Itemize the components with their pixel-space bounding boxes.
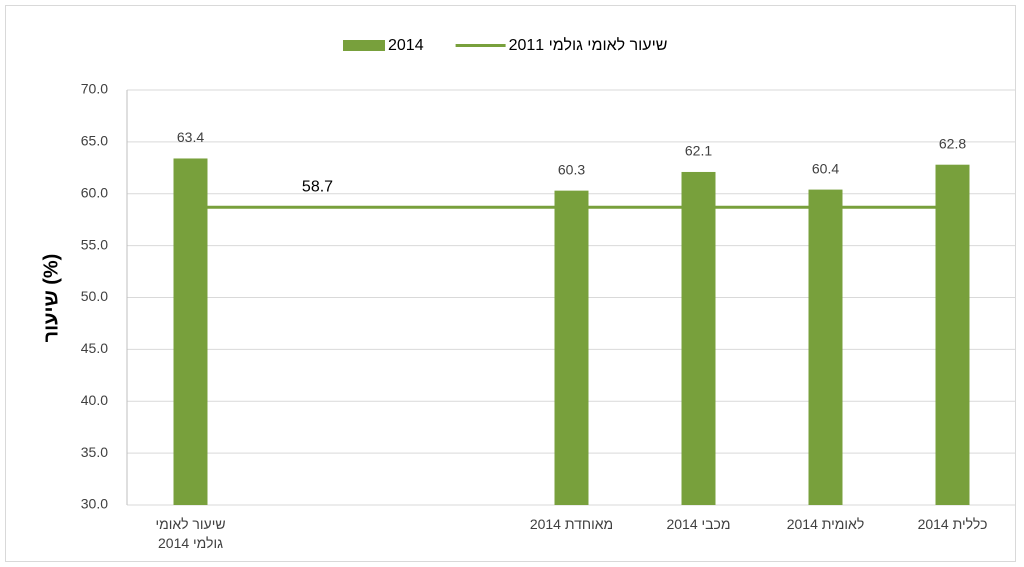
data-label: 60.3 xyxy=(558,161,585,177)
data-label: 58.7 xyxy=(302,178,333,195)
x-tick-label-box: מכבי 2014 xyxy=(666,516,731,532)
legend-label: שיעור לאומי גולמי 2011 xyxy=(509,36,668,54)
x-tick-label: לאומית 2014 xyxy=(786,516,865,532)
x-tick-label-box: שיעור לאומי גולמי 2014 xyxy=(155,516,226,551)
bar xyxy=(681,171,716,505)
y-tick-label: 70.0 xyxy=(81,81,108,97)
y-tick-label: 35.0 xyxy=(81,444,108,460)
y-tick-label: 55.0 xyxy=(81,236,108,252)
x-tick-label-box: מאוחדת 2014 xyxy=(529,516,614,532)
chart-frame xyxy=(5,5,1016,562)
x-tick-label: כללית 2014 xyxy=(917,516,988,532)
y-tick-label: 40.0 xyxy=(81,392,108,408)
y-axis-label: שיעור (%) xyxy=(40,254,62,343)
y-tick-label: 60.0 xyxy=(81,184,108,200)
bar xyxy=(554,190,589,505)
y-tick-label: 30.0 xyxy=(81,496,108,512)
legend-swatch xyxy=(343,40,385,51)
bar xyxy=(808,189,843,505)
y-tick-label: 65.0 xyxy=(81,133,108,149)
data-label: 60.4 xyxy=(812,160,839,176)
data-label: 63.4 xyxy=(177,129,204,145)
data-label: 62.8 xyxy=(939,135,966,151)
x-tick-label-box: כללית 2014 xyxy=(917,516,988,532)
bar xyxy=(173,158,208,505)
x-tick-label: מכבי 2014 xyxy=(666,516,731,532)
x-tick-label: שיעור לאומי גולמי 2014 xyxy=(155,516,226,551)
bar xyxy=(935,164,970,505)
y-tick-label: 45.0 xyxy=(81,340,108,356)
x-tick-label-box: לאומית 2014 xyxy=(786,516,865,532)
legend-label: 2014 xyxy=(388,37,424,54)
data-label: 62.1 xyxy=(685,143,712,159)
y-tick-label: 50.0 xyxy=(81,288,108,304)
x-tick-label: מאוחדת 2014 xyxy=(529,516,614,532)
